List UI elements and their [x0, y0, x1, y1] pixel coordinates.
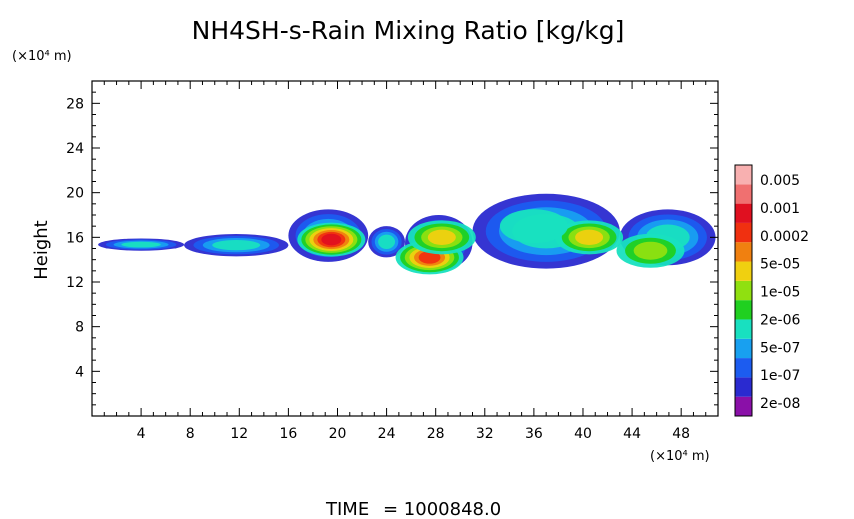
colorbar-segment	[735, 300, 752, 320]
cloud-band	[121, 241, 161, 248]
cloud-core	[499, 209, 568, 244]
y-tick-label: 20	[66, 186, 84, 202]
colorbar-frame	[734, 164, 753, 417]
cloud-core	[427, 229, 456, 245]
colorbar-label: 1e-07	[760, 368, 800, 384]
x-tick-label: 16	[279, 426, 297, 442]
x-tick-label: 20	[329, 426, 347, 442]
plot-area	[98, 193, 716, 275]
y-tick-label: 4	[75, 364, 84, 380]
y-tick-label: 8	[75, 320, 84, 336]
colorbar-segment	[735, 184, 752, 204]
colorbar-label: 0.001	[760, 201, 800, 217]
x-tick-label: 8	[186, 426, 195, 442]
y-axis-label: Height	[31, 220, 52, 280]
x-tick-label: 24	[378, 426, 396, 442]
colorbar-segment	[735, 338, 752, 359]
time-label: TIME	[325, 499, 369, 519]
x-tick-label: 4	[137, 426, 146, 442]
cloud-core	[633, 241, 668, 260]
x-tick-label: 36	[525, 426, 543, 442]
x-tick-label: 44	[623, 426, 641, 442]
colorbar-segment	[735, 242, 752, 262]
y-tick-label: 12	[66, 275, 84, 291]
colorbar-segment	[735, 319, 752, 339]
x-tick-label: 40	[574, 426, 592, 442]
colorbar-label: 0.0002	[760, 229, 809, 245]
colorbar-segment	[735, 165, 752, 185]
colorbar-segment	[735, 358, 752, 378]
colorbar-label: 0.005	[760, 173, 800, 189]
x-tick-label: 12	[230, 426, 248, 442]
y-tick-label: 16	[66, 230, 84, 246]
colorbar-label: 1e-05	[760, 285, 800, 301]
colorbar-segment	[735, 377, 752, 397]
colorbar-segment	[735, 261, 752, 281]
chart-title: NH4SH-s-Rain Mixing Ratio [kg/kg]	[192, 16, 625, 45]
colorbar-segment	[735, 396, 752, 416]
colorbar-label: 2e-08	[760, 396, 800, 412]
cloud-band	[378, 234, 396, 249]
colorbar-segment	[735, 222, 752, 243]
colorbar-segment	[735, 280, 752, 301]
y-unit-label: (×10⁴ m)	[12, 49, 72, 64]
colorbar: 2e-08 1e-07 5e-07 2e-06 1e-05 5e-05 0.0002 0.00…	[734, 164, 809, 417]
x-unit-label: (×10⁴ m)	[650, 449, 710, 464]
time-value: = 1000848.0	[383, 499, 501, 519]
colorbar-segment	[735, 203, 752, 223]
cloud-core	[418, 251, 441, 264]
y-tick-label: 28	[66, 96, 84, 112]
y-tick-label: 24	[66, 141, 84, 157]
cloud-core	[575, 229, 604, 245]
x-tick-label: 48	[672, 426, 690, 442]
cloud-band	[212, 240, 261, 251]
colorbar-label: 5e-07	[760, 340, 800, 356]
colorbar-label: 2e-06	[760, 312, 800, 328]
colorbar-label: 5e-05	[760, 257, 800, 273]
x-tick-label: 32	[476, 426, 494, 442]
x-tick-label: 28	[427, 426, 445, 442]
cloud-core	[321, 233, 342, 246]
